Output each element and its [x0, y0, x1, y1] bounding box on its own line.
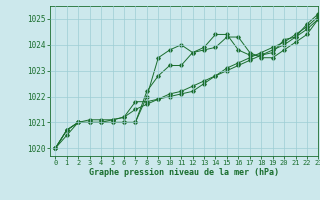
X-axis label: Graphe pression niveau de la mer (hPa): Graphe pression niveau de la mer (hPa) — [89, 168, 279, 177]
